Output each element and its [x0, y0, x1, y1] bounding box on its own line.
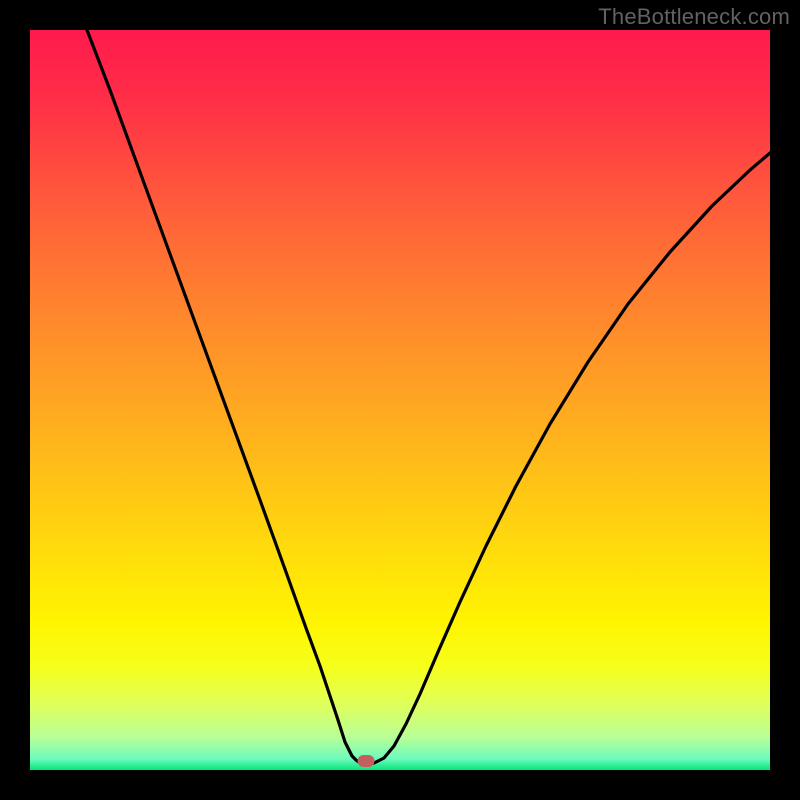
chart-frame: TheBottleneck.com	[0, 0, 800, 800]
plot-area	[30, 30, 770, 770]
watermark-text: TheBottleneck.com	[598, 4, 790, 30]
optimal-point-marker	[358, 755, 375, 767]
bottleneck-curve	[30, 30, 770, 770]
